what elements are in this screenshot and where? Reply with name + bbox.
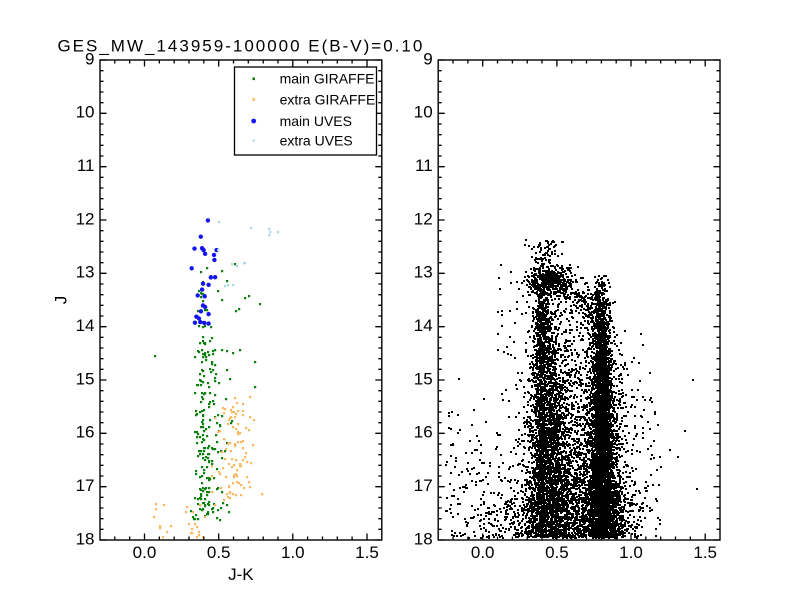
svg-text:9: 9 (85, 49, 94, 68)
svg-text:10: 10 (414, 103, 433, 122)
svg-text:extra UVES: extra UVES (280, 133, 353, 149)
svg-text:1.5: 1.5 (355, 543, 379, 562)
svg-text:16: 16 (76, 423, 95, 442)
svg-text:15: 15 (414, 369, 433, 388)
svg-text:main UVES: main UVES (280, 113, 352, 129)
svg-text:17: 17 (414, 476, 433, 495)
svg-text:1.0: 1.0 (281, 543, 305, 562)
svg-text:J: J (52, 296, 71, 305)
svg-text:0.5: 0.5 (545, 543, 569, 562)
svg-text:12: 12 (76, 209, 95, 228)
svg-text:11: 11 (415, 156, 433, 175)
svg-text:18: 18 (414, 529, 433, 548)
svg-text:12: 12 (414, 209, 433, 228)
svg-text:10: 10 (76, 103, 95, 122)
svg-text:J-K: J-K (228, 565, 254, 584)
svg-text:1.5: 1.5 (693, 543, 717, 562)
svg-text:main GIRAFFE: main GIRAFFE (280, 71, 375, 87)
svg-text:0.0: 0.0 (133, 543, 157, 562)
svg-text:16: 16 (414, 423, 433, 442)
svg-text:0.0: 0.0 (471, 543, 495, 562)
svg-text:GES_MW_143959-100000 E(B-V)=0.: GES_MW_143959-100000 E(B-V)=0.10 (57, 37, 424, 56)
svg-text:1.0: 1.0 (619, 543, 643, 562)
svg-text:13: 13 (76, 263, 95, 282)
svg-text:13: 13 (414, 263, 433, 282)
svg-text:14: 14 (414, 316, 433, 335)
svg-text:extra GIRAFFE: extra GIRAFFE (280, 91, 376, 107)
svg-text:18: 18 (76, 529, 95, 548)
svg-text:14: 14 (76, 316, 95, 335)
svg-text:11: 11 (77, 156, 95, 175)
svg-text:9: 9 (423, 49, 432, 68)
svg-text:0.5: 0.5 (207, 543, 231, 562)
svg-text:17: 17 (76, 476, 95, 495)
svg-text:15: 15 (76, 369, 95, 388)
